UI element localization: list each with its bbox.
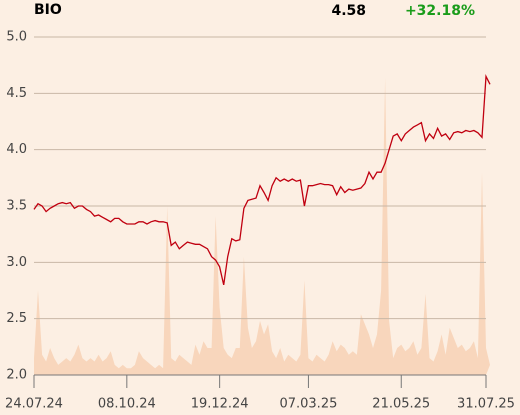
y-tick-label: 4.5	[6, 86, 27, 101]
y-tick-label: 3.0	[6, 255, 27, 270]
x-tick-label: 24.07.24	[5, 397, 63, 412]
change: +32.18%	[405, 3, 475, 19]
ticker: BIO	[34, 2, 62, 18]
y-tick-label: 4.0	[6, 142, 27, 157]
price: 4.58	[331, 3, 366, 19]
x-tick-label: 31.07.25	[457, 397, 515, 412]
x-tick-label: 07.03.25	[279, 397, 337, 412]
x-tick-label: 19.12.24	[191, 397, 249, 412]
y-tick-label: 5.0	[6, 30, 27, 45]
y-tick-label: 2.5	[6, 311, 27, 326]
price-line	[33, 73, 491, 286]
y-tick-label: 2.0	[6, 368, 27, 383]
y-tick-label: 3.5	[6, 199, 27, 214]
x-tick-label: 08.10.24	[98, 397, 156, 412]
x-tick-label: 21.05.25	[372, 397, 430, 412]
